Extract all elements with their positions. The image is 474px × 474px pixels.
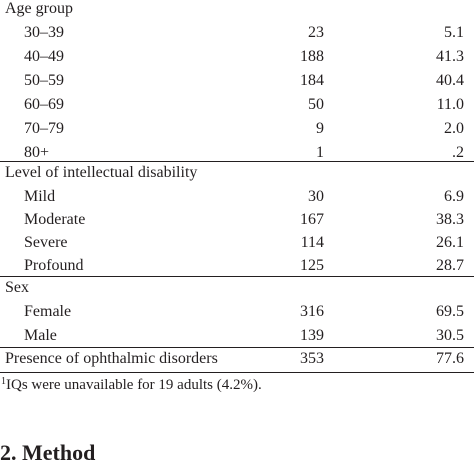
table-row: Severe 114 26.1 — [0, 231, 474, 255]
row-percent: 40.4 — [436, 72, 464, 89]
section-divider — [0, 161, 474, 162]
row-count: 30 — [308, 188, 324, 205]
row-percent: 69.5 — [436, 303, 464, 320]
section-heading: 2. Method — [0, 440, 96, 465]
table-footnote: 1IQs were unavailable for 19 adults (4.2… — [1, 374, 262, 396]
table-row: Moderate 167 38.3 — [0, 208, 474, 232]
table-row: 60–69 50 11.0 — [0, 93, 474, 117]
row-percent: 6.9 — [444, 188, 464, 205]
row-count: 188 — [300, 48, 324, 65]
table-row: Female 316 69.5 — [0, 300, 474, 324]
row-count: 23 — [308, 24, 324, 41]
table-row: 50–59 184 40.4 — [0, 69, 474, 93]
row-percent: 11.0 — [436, 96, 464, 113]
row-label: Profound — [24, 257, 84, 274]
table-row: Male 139 30.5 — [0, 324, 474, 348]
row-label: Severe — [24, 234, 68, 251]
row-count: 9 — [316, 120, 324, 137]
row-percent: 30.5 — [436, 327, 464, 344]
row-count: 125 — [300, 257, 324, 274]
footnote-text: IQs were unavailable for 19 adults (4.2%… — [6, 377, 262, 393]
row-count: 167 — [300, 211, 324, 228]
row-percent: 28.7 — [436, 257, 464, 274]
row-label: 80+ — [24, 144, 50, 161]
section-divider — [0, 347, 474, 348]
row-count: 139 — [300, 327, 324, 344]
table-row: Mild 30 6.9 — [0, 185, 474, 209]
row-label: Mild — [24, 188, 56, 205]
row-percent: 5.1 — [444, 24, 464, 41]
section-header-intellectual-disability: Level of intellectual disability — [0, 161, 474, 185]
table-row: 80+ 1 .2 — [0, 141, 474, 165]
footnote-marker: 1 — [1, 376, 6, 387]
row-label: 30–39 — [24, 24, 64, 41]
row-label: Male — [24, 327, 57, 344]
section-divider — [0, 276, 474, 277]
table-row: 70–79 9 2.0 — [0, 117, 474, 141]
table-row: Profound 125 28.7 — [0, 254, 474, 278]
summary-row: Presence of ophthalmic disorders 353 77.… — [0, 347, 474, 371]
row-percent: 2.0 — [444, 120, 464, 137]
row-count: 114 — [300, 234, 324, 251]
table-row: 30–39 23 5.1 — [0, 21, 474, 45]
section-title: Age group — [5, 0, 73, 17]
row-label: Female — [24, 303, 72, 320]
section-title: Level of intellectual disability — [5, 164, 198, 181]
row-count: 316 — [300, 303, 324, 320]
row-label: 60–69 — [24, 96, 64, 113]
row-label: Presence of ophthalmic disorders — [5, 350, 218, 367]
row-percent: 77.6 — [436, 350, 464, 367]
table-row: 40–49 188 41.3 — [0, 45, 474, 69]
section-title: Sex — [5, 279, 29, 296]
row-label: 40–49 — [24, 48, 64, 65]
row-percent: .2 — [452, 144, 464, 161]
section-header-sex: Sex — [0, 276, 474, 300]
section-header-age-group: Age group — [0, 0, 474, 21]
row-count: 1 — [316, 144, 324, 161]
row-count: 50 — [308, 96, 324, 113]
row-percent: 41.3 — [436, 48, 464, 65]
row-count: 353 — [300, 350, 324, 367]
row-percent: 38.3 — [436, 211, 464, 228]
row-count: 184 — [300, 72, 324, 89]
row-label: 70–79 — [24, 120, 64, 137]
row-label: Moderate — [24, 211, 86, 228]
row-label: 50–59 — [24, 72, 64, 89]
table-bottom-rule — [0, 372, 474, 373]
row-percent: 26.1 — [436, 234, 464, 251]
